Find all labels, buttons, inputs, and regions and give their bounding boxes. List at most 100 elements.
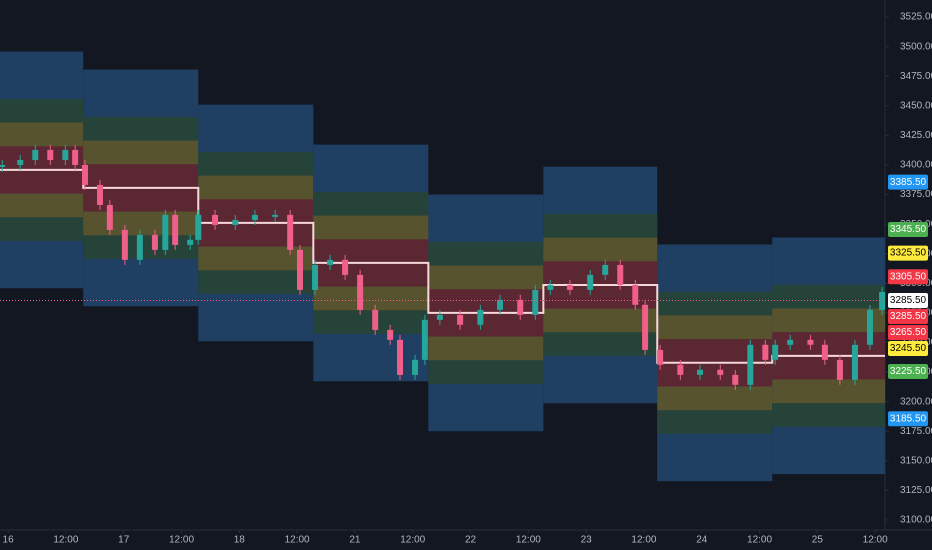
candle (312, 264, 319, 290)
x-tick-label: 12:00 (53, 535, 78, 546)
y-tick-label: 3150.00 (900, 455, 932, 466)
x-tick-label: 12:00 (169, 535, 194, 546)
y-tick-label: 3400.00 (900, 160, 932, 171)
candle (436, 314, 443, 320)
candle (47, 149, 54, 160)
price-label-box (888, 340, 928, 356)
candle (32, 149, 39, 160)
price-label: 3385.50 (890, 177, 927, 188)
candle (732, 374, 739, 385)
price-label: 3285.50 (890, 295, 927, 306)
candle (642, 304, 649, 350)
candle (397, 339, 404, 375)
candle (327, 259, 334, 265)
price-label-box (888, 174, 928, 190)
candle (106, 204, 113, 230)
candle (212, 214, 219, 225)
candle (297, 249, 304, 290)
y-tick-label: 3475.00 (900, 71, 932, 82)
x-tick-label: 24 (696, 535, 708, 546)
candle (677, 364, 684, 375)
candle (821, 344, 828, 360)
x-tick-label: 17 (118, 535, 130, 546)
price-label: 3225.50 (890, 366, 927, 377)
candle (357, 274, 364, 310)
candle (121, 229, 128, 260)
candle (421, 319, 428, 360)
price-label-box (888, 269, 928, 285)
candle (387, 329, 394, 340)
y-tick-label: 3125.00 (900, 485, 932, 496)
candle (251, 214, 258, 220)
candle (162, 214, 169, 250)
candle (62, 149, 69, 160)
x-tick-label: 12:00 (400, 535, 425, 546)
y-tick-label: 3200.00 (900, 396, 932, 407)
candle (532, 289, 539, 315)
price-label: 3265.50 (890, 327, 927, 338)
candle (772, 344, 779, 360)
price-label: 3285.50 (890, 311, 927, 322)
candle (287, 214, 294, 250)
candle (602, 264, 609, 275)
y-tick-label: 3450.00 (900, 100, 932, 111)
y-tick-label: 3375.00 (900, 189, 932, 200)
price-label-box (888, 308, 928, 324)
y-tick-label: 3525.00 (900, 12, 932, 23)
price-label-box (888, 292, 928, 308)
candle (195, 214, 202, 240)
candle (587, 274, 594, 290)
price-label-box (888, 363, 928, 379)
candle (787, 339, 794, 345)
x-tick-label: 12:00 (516, 535, 541, 546)
price-label: 3185.50 (890, 413, 927, 424)
price-label-box (888, 411, 928, 427)
price-label: 3245.50 (890, 343, 927, 354)
candle (187, 239, 194, 245)
candle (17, 159, 24, 165)
candle (866, 309, 873, 345)
price-label-box (888, 324, 928, 340)
candle (657, 349, 664, 365)
plot-area (0, 51, 886, 482)
x-tick-label: 12:00 (747, 535, 772, 546)
x-tick-label: 16 (3, 535, 15, 546)
y-tick-label: 3425.00 (900, 130, 932, 141)
x-tick-label: 22 (465, 535, 477, 546)
pivot-line (0, 168, 885, 364)
candle (151, 234, 158, 250)
x-tick-label: 12:00 (631, 535, 656, 546)
candle (136, 234, 143, 260)
price-label: 3345.50 (890, 224, 927, 235)
candle (717, 369, 724, 375)
candle (97, 184, 104, 205)
candle (517, 299, 524, 315)
candle (477, 309, 484, 325)
price-label-box (888, 221, 928, 237)
x-tick-label: 12:00 (285, 535, 310, 546)
candle (81, 164, 88, 185)
x-tick-label: 18 (234, 535, 246, 546)
y-tick-label: 3500.00 (900, 41, 932, 52)
x-tick-label: 23 (581, 535, 593, 546)
candle (172, 214, 179, 245)
candle (412, 359, 419, 375)
candle (372, 309, 379, 330)
candle (547, 284, 554, 290)
candle (457, 314, 464, 325)
candle (566, 284, 573, 290)
y-tick-label: 3175.00 (900, 426, 932, 437)
candle (617, 264, 624, 285)
candle (0, 164, 6, 167)
candle (807, 339, 814, 345)
x-tick-label: 25 (812, 535, 824, 546)
candle (342, 259, 349, 275)
price-label: 3325.50 (890, 248, 927, 259)
candle (762, 344, 769, 360)
price-label: 3305.50 (890, 271, 927, 282)
x-tick-label: 12:00 (863, 535, 888, 546)
candle (697, 369, 704, 375)
price-label-box (888, 245, 928, 261)
candle (836, 359, 843, 380)
